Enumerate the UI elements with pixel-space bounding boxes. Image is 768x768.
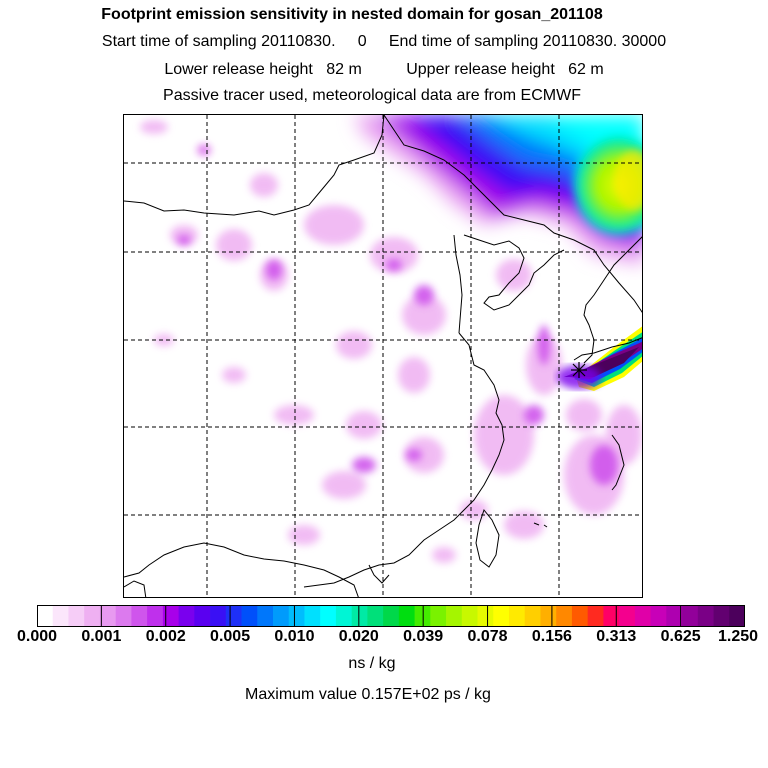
colorbar-cell [84, 605, 101, 627]
colorbar-cell [682, 605, 699, 627]
emission-field [140, 115, 642, 563]
colorbar-cell [729, 605, 745, 627]
colorbar-cell [383, 605, 400, 627]
colorbar-cell [194, 605, 211, 627]
colorbar-tick-label: 0.156 [531, 628, 572, 645]
colorbar-cell [666, 605, 683, 627]
colorbar-cells [37, 605, 745, 627]
colorbar-cell [37, 605, 54, 627]
asterisk-marker-icon [571, 362, 587, 378]
colorbar-cell [273, 605, 290, 627]
colorbar-cell [68, 605, 85, 627]
colorbar-cell [257, 605, 274, 627]
colorbar-cell [131, 605, 148, 627]
colorbar-tick-label: 0.000 [16, 628, 58, 645]
colorbar-cell [351, 605, 368, 627]
colorbar-cell [367, 605, 384, 627]
low-sensitivity-patches [140, 120, 642, 563]
colorbar-cell [524, 605, 541, 627]
colorbar-tick-label: 0.010 [274, 628, 315, 645]
colorbar-cell [603, 605, 620, 627]
colorbar-cell [650, 605, 667, 627]
release-height-line: Lower release height 82 m Upper release … [164, 61, 604, 78]
colorbar-tick-label: 0.001 [81, 628, 122, 645]
colorbar-cell [178, 605, 195, 627]
sampling-time-line: Start time of sampling 20110830. 0 End t… [101, 33, 667, 50]
colorbar-cell [556, 605, 573, 627]
map-canvas [124, 115, 642, 597]
colorbar-tick-label: 0.078 [467, 628, 508, 645]
colorbar-cell [52, 605, 69, 627]
colorbar-cell [446, 605, 463, 627]
colorbar-cell [99, 605, 117, 627]
colorbar-cell [241, 605, 258, 627]
colorbar-tick-label: 0.002 [145, 628, 186, 645]
colorbar-tick-label: 0.625 [660, 628, 701, 645]
colorbar-cell [493, 605, 510, 627]
colorbar-cell [634, 605, 651, 627]
colorbar-cell [430, 605, 447, 627]
receptor-plume [557, 326, 642, 391]
colorbar-cell [697, 605, 714, 627]
colorbar-cell [320, 605, 337, 627]
colorbar-tick-labels: 0.000 0.001 0.002 0.005 0.010 0.020 0.039 0.078… [0, 628, 768, 650]
colorbar-cell [713, 605, 730, 627]
colorbar-tick-label: 0.005 [210, 628, 251, 645]
colorbar-cell [225, 605, 242, 627]
colorbar-cell [587, 605, 604, 627]
colorbar-tick-label: 0.020 [338, 628, 379, 645]
colorbar-cell [414, 605, 431, 627]
colorbar [37, 605, 745, 627]
colorbar-cell [335, 605, 353, 627]
colorbar-units: ns / kg [348, 655, 396, 672]
tracer-info-line: Passive tracer used, meteorological data… [163, 87, 581, 104]
colorbar-tick-label: 0.039 [403, 628, 444, 645]
colorbar-cell [461, 605, 478, 627]
colorbar-cell [571, 605, 589, 627]
colorbar-cell [509, 605, 526, 627]
medium-sensitivity-patches [177, 146, 618, 485]
colorbar-tick-label: 1.250 [717, 628, 759, 645]
colorbar-cell [398, 605, 415, 627]
footprint-map[interactable] [123, 114, 643, 598]
colorbar-cell [147, 605, 164, 627]
colorbar-cell [619, 605, 636, 627]
graticule [124, 115, 642, 597]
colorbar-cell [162, 605, 179, 627]
colorbar-cell [288, 605, 305, 627]
colorbar-tick-label: 0.313 [596, 628, 637, 645]
colorbar-cell [477, 605, 494, 627]
map-title: Footprint emission sensitivity in nested… [101, 6, 603, 23]
colorbar-cell [210, 605, 227, 627]
colorbar-cell [304, 605, 321, 627]
colorbar-cell [540, 605, 557, 627]
maximum-value-text: Maximum value 0.157E+02 ps / kg [245, 686, 491, 703]
colorbar-cell [115, 605, 132, 627]
